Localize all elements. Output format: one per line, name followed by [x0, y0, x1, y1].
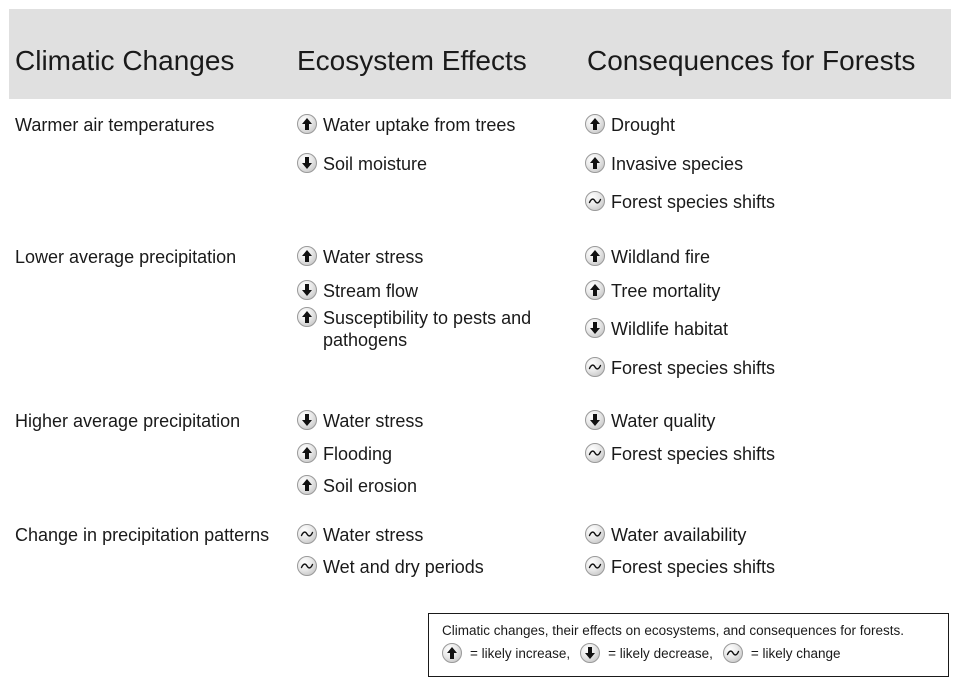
effect-item: Water stress [297, 246, 573, 268]
effect-text: Wet and dry periods [323, 557, 484, 577]
row-label-lower-precipitation: Lower average precipitation [15, 247, 237, 267]
legend-keys: = likely increase, = likely decrease, = … [442, 643, 851, 663]
consequence-text: Water availability [611, 525, 747, 545]
consequence-item: Invasive species [585, 153, 861, 175]
change-tilde-icon [297, 524, 317, 544]
effect-item: Susceptibility to pests and pathogens [297, 307, 573, 351]
effect-text: Stream flow [323, 281, 419, 301]
effect-item: Soil erosion [297, 475, 573, 497]
increase-arrow-icon [585, 246, 605, 266]
consequence-text: Forest species shifts [611, 358, 776, 378]
effect-item: Wet and dry periods [297, 556, 573, 578]
effect-item: Flooding [297, 443, 573, 465]
consequence-item: Forest species shifts [585, 357, 861, 379]
consequence-text: Wildland fire [611, 247, 711, 267]
legend-box: Climatic changes, their effects on ecosy… [428, 613, 949, 677]
effect-text: Susceptibility to pests and pathogens [323, 308, 532, 350]
change-tilde-icon [722, 643, 743, 663]
change-tilde-icon [585, 443, 605, 463]
consequence-text: Water quality [611, 411, 716, 431]
effect-text: Water stress [323, 411, 424, 431]
consequence-text: Tree mortality [611, 281, 721, 301]
effect-text: Water stress [323, 525, 424, 545]
row-label-precipitation-patterns: Change in precipitation patterns [15, 525, 270, 545]
column-header-consequences: Consequences for Forests [587, 45, 916, 76]
change-tilde-icon [585, 357, 605, 377]
increase-arrow-icon [297, 246, 317, 266]
legend-change-label: = likely change [750, 645, 841, 661]
increase-arrow-icon [585, 153, 605, 173]
change-tilde-icon [585, 556, 605, 576]
consequence-item: Forest species shifts [585, 443, 861, 465]
legend-increase-label: = likely increase, [470, 645, 571, 661]
consequence-item: Wildland fire [585, 246, 861, 268]
legend-decrease-label: = likely decrease, [608, 645, 713, 661]
decrease-arrow-icon [297, 410, 317, 430]
legend-caption: Climatic changes, their effects on ecosy… [442, 623, 904, 638]
effect-text: Water uptake from trees [323, 115, 516, 135]
decrease-arrow-icon [297, 153, 317, 173]
decrease-arrow-icon [580, 643, 601, 663]
effect-text: Soil erosion [323, 476, 418, 496]
consequence-item: Water availability [585, 524, 861, 546]
change-tilde-icon [585, 191, 605, 211]
row-label-higher-precipitation: Higher average precipitation [15, 411, 241, 431]
effect-text: Flooding [323, 444, 393, 464]
effect-text: Soil moisture [323, 154, 428, 174]
effect-item: Water uptake from trees [297, 114, 573, 136]
row-label-warmer-temperatures: Warmer air temperatures [15, 115, 215, 135]
effect-text: Water stress [323, 247, 424, 267]
consequence-text: Forest species shifts [611, 557, 776, 577]
consequence-item: Tree mortality [585, 280, 861, 302]
increase-arrow-icon [585, 280, 605, 300]
consequence-text: Forest species shifts [611, 192, 776, 212]
consequence-text: Invasive species [611, 154, 744, 174]
consequence-text: Drought [611, 115, 676, 135]
column-header-climatic-changes: Climatic Changes [15, 45, 235, 76]
consequence-text: Forest species shifts [611, 444, 776, 464]
effect-item: Stream flow [297, 280, 573, 302]
increase-arrow-icon [585, 114, 605, 134]
consequence-item: Wildlife habitat [585, 318, 861, 340]
increase-arrow-icon [297, 114, 317, 134]
consequence-item: Water quality [585, 410, 861, 432]
change-tilde-icon [297, 556, 317, 576]
change-tilde-icon [585, 524, 605, 544]
decrease-arrow-icon [585, 410, 605, 430]
table-header: Climatic Changes Ecosystem Effects Conse… [9, 9, 951, 99]
effect-item: Water stress [297, 524, 573, 546]
consequence-item: Forest species shifts [585, 191, 861, 213]
column-header-ecosystem-effects: Ecosystem Effects [297, 45, 527, 76]
effect-item: Soil moisture [297, 153, 573, 175]
consequence-item: Drought [585, 114, 861, 136]
increase-arrow-icon [297, 443, 317, 463]
consequence-item: Forest species shifts [585, 556, 861, 578]
consequence-text: Wildlife habitat [611, 319, 729, 339]
decrease-arrow-icon [297, 280, 317, 300]
increase-arrow-icon [297, 307, 317, 327]
increase-arrow-icon [442, 643, 462, 663]
decrease-arrow-icon [585, 318, 605, 338]
increase-arrow-icon [297, 475, 317, 495]
effect-item: Water stress [297, 410, 573, 432]
